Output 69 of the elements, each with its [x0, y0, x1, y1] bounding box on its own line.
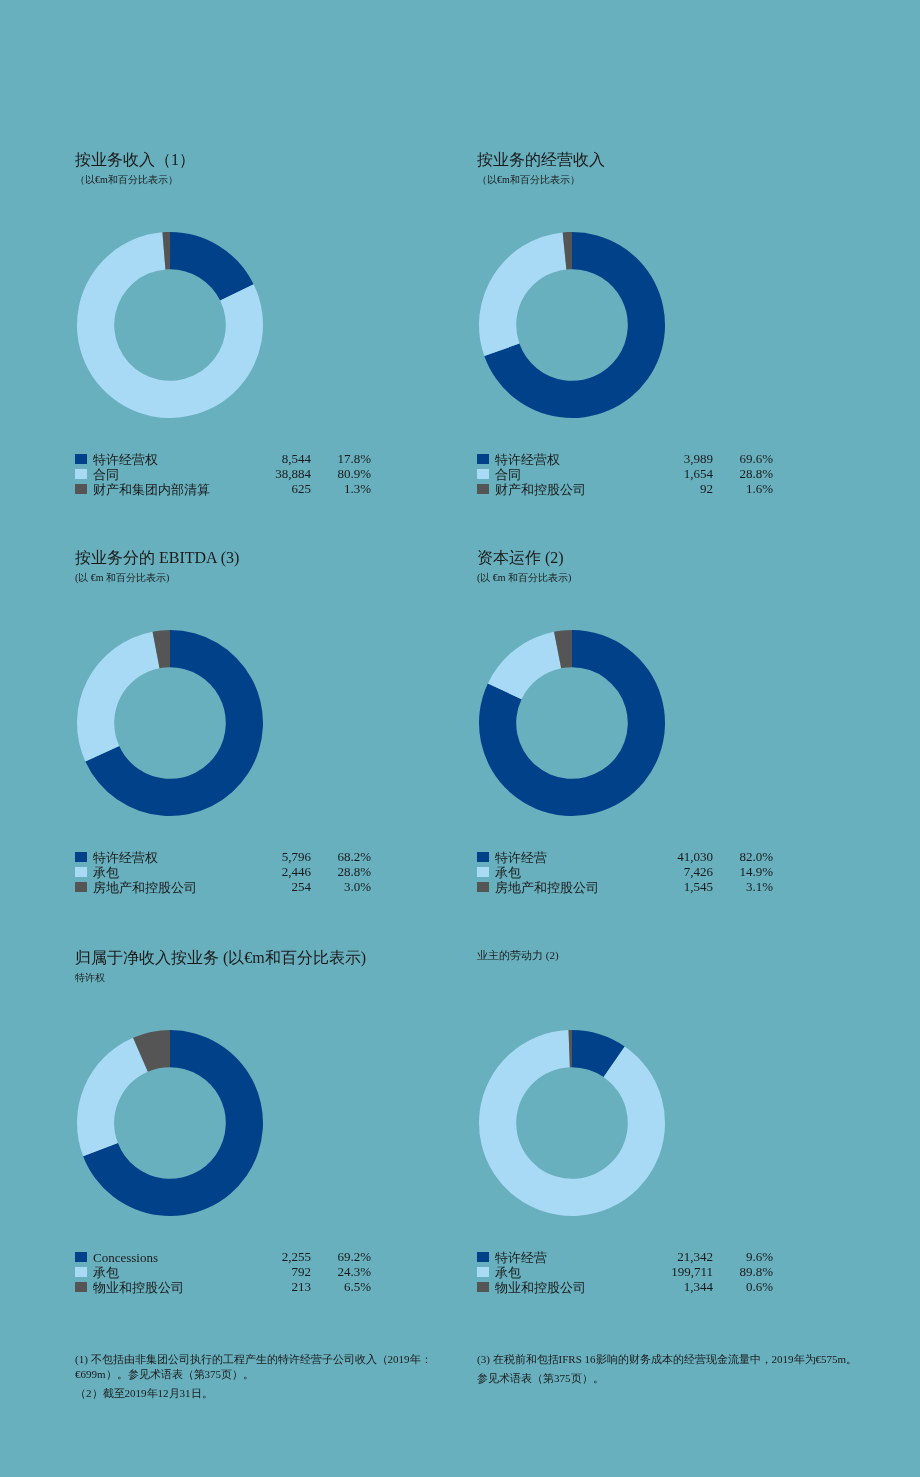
legend-label: 承包	[92, 1265, 120, 1280]
data-label: 9.6%	[744, 1249, 773, 1265]
text: 41,030	[677, 849, 713, 864]
text: 参见术语表（第375页）。	[477, 1371, 605, 1386]
legend-label: 合同	[494, 467, 522, 482]
legend-label: 房地产和控股公司	[92, 880, 198, 895]
data-label: 3.0%	[342, 879, 371, 895]
legend-label: 特许经营权	[494, 452, 561, 467]
text: 2,255	[281, 1249, 311, 1264]
text: (1) 不包括由非集团公司执行的工程产生的特许经营子公司收入（2019年：€699m）。参见术语表（第375页）。	[75, 1352, 433, 1382]
data-label: 69.2%	[336, 1249, 371, 1265]
chart-subtitle: (以 €m 和百分比表示)	[477, 571, 573, 585]
text: 5,796	[281, 849, 311, 864]
chart-subtitle: （以€m和百分比表示）	[477, 173, 581, 187]
chart-title: 归属于净收入按业务 (以€m和百分比表示)	[75, 948, 368, 967]
data-label: 3.1%	[744, 879, 773, 895]
legend-label: 财产和集团内部清算	[92, 482, 211, 497]
legend-label: 物业和控股公司	[494, 1280, 587, 1295]
legend-label: 特许经营权	[92, 850, 159, 865]
data-label: 14.9%	[738, 864, 773, 880]
text: 1,654	[683, 466, 713, 481]
data-label: 1.6%	[744, 481, 773, 497]
data-label: 80.9%	[336, 466, 371, 482]
text: 254	[291, 879, 311, 894]
text: 7,426	[683, 864, 713, 879]
data-label: 17.8%	[336, 451, 371, 467]
data-label: 89.8%	[738, 1264, 773, 1280]
legend-label: 承包	[92, 865, 120, 880]
chart-title: 按业务收入（1）	[75, 150, 196, 169]
data-label: 0.6%	[744, 1279, 773, 1295]
legend-label: 承包	[494, 865, 522, 880]
data-label: 6.5%	[342, 1279, 371, 1295]
text: 1,344	[683, 1279, 713, 1294]
text: (3) 在税前和包括IFRS 16影响的财务成本的经营现金流量中，2019年为€575m。	[477, 1352, 859, 1367]
data-label: 68.2%	[336, 849, 371, 865]
chart-subtitle: （以€m和百分比表示）	[75, 173, 179, 187]
text: 625	[291, 481, 311, 496]
data-label: 24.3%	[336, 1264, 371, 1280]
legend-label: 特许经营	[494, 850, 548, 865]
text: 21,342	[677, 1249, 713, 1264]
text: 792	[291, 1264, 311, 1279]
data-label: 1.3%	[342, 481, 371, 497]
data-label: 69.6%	[738, 451, 773, 467]
chart-title: 按业务的经营收入	[477, 150, 606, 169]
text: 3,989	[683, 451, 713, 466]
text: 8,544	[281, 451, 311, 466]
data-label: 28.8%	[336, 864, 371, 880]
text: 38,884	[275, 466, 311, 481]
legend-label: 房地产和控股公司	[494, 880, 600, 895]
text: 1,545	[683, 879, 713, 894]
chart-title: 业主的劳动力 (2)	[477, 948, 560, 962]
text: 92	[700, 481, 713, 496]
text: 199,711	[671, 1264, 713, 1279]
legend-label: 财产和控股公司	[494, 482, 587, 497]
chart-title: 资本运作 (2)	[477, 548, 565, 567]
legend-label: 物业和控股公司	[92, 1280, 185, 1295]
legend-label: Concessions	[92, 1250, 159, 1265]
legend-label: 特许经营权	[92, 452, 159, 467]
text: （2）截至2019年12月31日。	[75, 1386, 214, 1401]
text: 213	[291, 1279, 311, 1294]
legend-label: 承包	[494, 1265, 522, 1280]
data-label: 28.8%	[738, 466, 773, 482]
legend-label: 特许经营	[494, 1250, 548, 1265]
text: 2,446	[281, 864, 311, 879]
chart-subtitle: 特许权	[75, 971, 106, 985]
data-label: 82.0%	[738, 849, 773, 865]
legend-label: 合同	[92, 467, 120, 482]
chart-subtitle: (以 €m 和百分比表示)	[75, 571, 171, 585]
chart-title: 按业务分的 EBITDA (3)	[75, 548, 241, 567]
